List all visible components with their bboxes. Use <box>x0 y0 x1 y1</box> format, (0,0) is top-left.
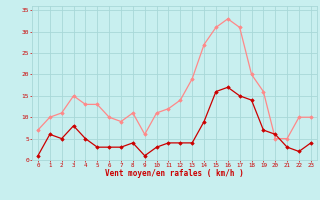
X-axis label: Vent moyen/en rafales ( km/h ): Vent moyen/en rafales ( km/h ) <box>105 169 244 178</box>
